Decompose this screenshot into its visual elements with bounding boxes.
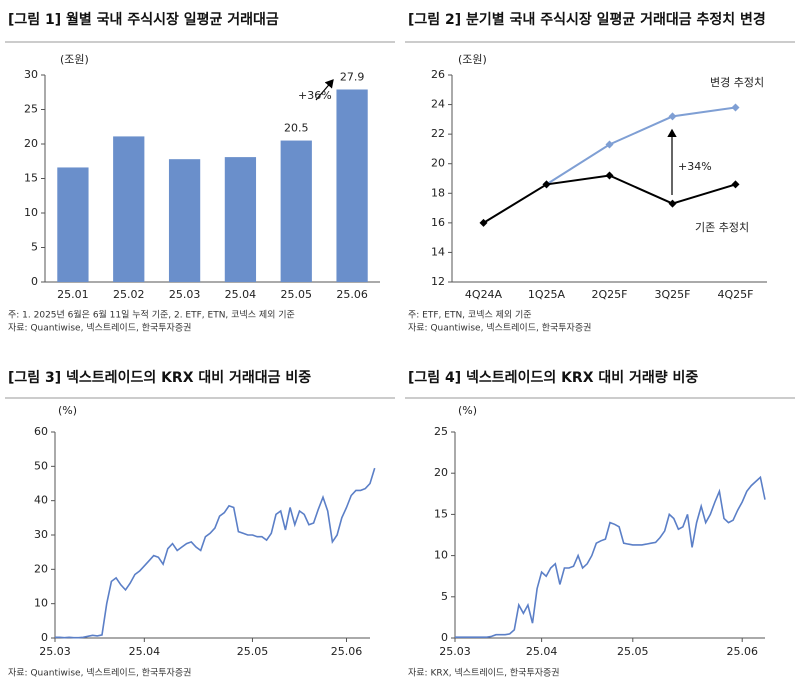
x-tick-label: 25.06: [331, 645, 363, 658]
x-tick-label: 25.01: [57, 288, 89, 301]
chart-title: [그림 3] 넥스트레이드의 KRX 대비 거래대금 비중: [8, 369, 311, 386]
y-tick-label: 0: [41, 631, 48, 644]
y-tick-label: 0: [31, 275, 38, 288]
y-tick-label: 12: [431, 275, 445, 288]
y-tick-label: 0: [441, 631, 448, 644]
bar: [336, 89, 368, 283]
x-tick-label: 25.02: [113, 288, 145, 301]
value-label: 27.9: [340, 70, 365, 83]
x-tick-label: 25.03: [39, 645, 71, 658]
y-tick-label: 16: [431, 216, 445, 229]
point: [668, 199, 677, 208]
y-tick-label: 60: [34, 425, 48, 438]
x-tick-label: 25.03: [439, 645, 471, 658]
y-tick-label: 5: [31, 241, 38, 254]
series-line: [482, 174, 736, 224]
y-tick-label: 5: [441, 590, 448, 603]
y-tick-label: 10: [434, 549, 448, 562]
y-unit-label: (조원): [60, 53, 89, 66]
y-unit-label: (%): [58, 404, 77, 417]
point: [542, 180, 551, 189]
chart-title: [그림 2] 분기별 국내 주식시장 일평균 거래대금 추정치 변경: [408, 11, 766, 28]
y-tick-label: 30: [34, 528, 48, 541]
annotation: +34%: [678, 160, 712, 173]
y-tick-label: 30: [24, 68, 38, 81]
note: 자료: Quantiwise, 넥스트레이드, 한국투자증권: [8, 322, 191, 334]
note: 자료: Quantiwise, 넥스트레이드, 한국투자증권: [408, 322, 591, 334]
x-tick-label: 25.04: [129, 645, 161, 658]
y-tick-label: 25: [24, 103, 38, 116]
y-tick-label: 50: [34, 459, 48, 472]
x-tick-label: 25.05: [237, 645, 269, 658]
point: [731, 180, 740, 189]
note: 주: ETF, ETN, 코넥스 제외 기준: [408, 309, 532, 321]
y-tick-label: 15: [24, 172, 38, 185]
x-tick-label: 3Q25F: [655, 288, 691, 301]
annotation-arrow: [315, 79, 334, 101]
series-line: [55, 467, 376, 639]
legend-label: 변경 추정치: [710, 76, 764, 89]
series-line: [545, 106, 736, 186]
x-tick-label: 25.06: [726, 645, 758, 658]
y-tick-label: 14: [431, 245, 445, 258]
value-label: 20.5: [284, 122, 309, 135]
y-tick-label: 20: [434, 466, 448, 479]
y-tick-label: 20: [34, 562, 48, 575]
y-tick-label: 20: [431, 157, 445, 170]
y-tick-label: 18: [431, 186, 445, 199]
y-tick-label: 26: [431, 68, 445, 81]
point: [479, 218, 488, 227]
x-tick-label: 25.05: [281, 288, 313, 301]
point: [605, 171, 614, 180]
x-tick-label: 25.03: [169, 288, 201, 301]
y-tick-label: 40: [34, 494, 48, 507]
note: 주: 1. 2025년 6월은 6월 11일 누적 기준, 2. ETF, ET…: [8, 309, 295, 321]
y-tick-label: 10: [34, 597, 48, 610]
x-tick-label: 2Q25F: [592, 288, 628, 301]
x-tick-label: 1Q25A: [528, 288, 566, 301]
series-line: [455, 475, 766, 638]
x-tick-label: 4Q24A: [465, 288, 503, 301]
x-tick-label: 25.04: [225, 288, 257, 301]
x-tick-label: 25.04: [526, 645, 558, 658]
y-unit-label: (조원): [458, 53, 487, 66]
x-tick-label: 25.05: [617, 645, 649, 658]
chart-title: [그림 1] 월별 국내 주식시장 일평균 거래대금: [8, 11, 279, 28]
y-unit-label: (%): [458, 404, 477, 417]
bar: [113, 136, 145, 282]
y-tick-label: 25: [434, 425, 448, 438]
y-tick-label: 22: [431, 127, 445, 140]
x-tick-label: 25.06: [336, 288, 368, 301]
bar: [280, 140, 312, 282]
x-tick-label: 4Q25F: [718, 288, 754, 301]
legend-label: 기존 추정치: [695, 221, 749, 234]
y-tick-label: 10: [24, 206, 38, 219]
y-tick-label: 15: [434, 507, 448, 520]
point: [731, 103, 740, 112]
annotation: +36%: [298, 89, 332, 102]
note: 자료: KRX, 넥스트레이드, 한국투자증권: [408, 667, 560, 679]
bar: [224, 157, 257, 282]
chart-title: [그림 4] 넥스트레이드의 KRX 대비 거래량 비중: [408, 369, 698, 386]
point: [668, 112, 677, 121]
point: [605, 140, 614, 149]
bar: [168, 159, 201, 282]
note: 자료: Quantiwise, 넥스트레이드, 한국투자증권: [8, 667, 191, 679]
y-tick-label: 20: [24, 137, 38, 150]
bar: [57, 167, 89, 282]
y-tick-label: 24: [431, 98, 445, 111]
